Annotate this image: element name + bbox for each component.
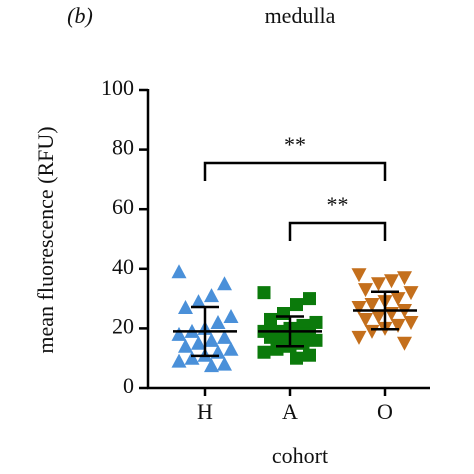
x-tick-label: O <box>377 399 393 424</box>
point <box>364 298 380 313</box>
point <box>264 330 277 344</box>
y-tick-label: 40 <box>112 254 134 279</box>
point <box>264 312 277 326</box>
point <box>204 288 219 303</box>
point <box>191 294 206 309</box>
point <box>257 345 271 359</box>
point <box>217 329 232 344</box>
x-axis-label: cohort <box>272 443 328 468</box>
point <box>403 315 419 330</box>
point <box>223 308 239 323</box>
significance-label: ** <box>327 192 349 217</box>
y-tick-label: 20 <box>112 313 134 338</box>
point <box>358 283 373 298</box>
point <box>351 301 367 316</box>
point <box>390 292 406 307</box>
point <box>364 324 380 339</box>
point <box>171 326 187 341</box>
point <box>351 330 367 345</box>
point <box>371 277 386 292</box>
point <box>303 348 316 362</box>
significance-bracket <box>203 161 387 181</box>
point <box>309 315 323 329</box>
point <box>210 314 226 329</box>
x-tick-label: A <box>282 399 298 424</box>
point <box>358 312 373 327</box>
point <box>351 268 367 283</box>
point <box>204 332 219 347</box>
point <box>257 286 271 300</box>
y-axis-label: mean fluorescence (RFU) <box>33 126 58 353</box>
y-tick-label: 60 <box>112 194 134 219</box>
point <box>403 286 419 301</box>
panel-label: (b) <box>67 3 93 28</box>
point <box>309 333 323 347</box>
point <box>223 341 239 356</box>
point <box>303 292 316 306</box>
chart-title: medulla <box>265 3 336 28</box>
point <box>290 298 303 312</box>
point <box>397 271 412 286</box>
y-tick-label: 0 <box>123 373 134 398</box>
point <box>277 307 290 320</box>
significance-bracket <box>288 221 387 241</box>
y-tick-label: 80 <box>112 135 134 160</box>
point <box>296 336 310 350</box>
point <box>217 276 232 291</box>
significance-label: ** <box>284 132 306 157</box>
point <box>171 264 187 279</box>
x-tick-label: H <box>197 399 213 424</box>
point <box>371 309 386 324</box>
point <box>178 338 193 353</box>
point <box>397 336 412 351</box>
point <box>390 318 406 333</box>
point <box>178 300 193 315</box>
point <box>171 353 187 368</box>
point <box>204 358 219 373</box>
point <box>191 335 206 350</box>
point <box>290 351 303 365</box>
point <box>184 350 200 365</box>
point <box>270 342 284 356</box>
point <box>384 274 399 289</box>
y-tick-label: 100 <box>101 75 134 100</box>
point <box>217 356 232 371</box>
